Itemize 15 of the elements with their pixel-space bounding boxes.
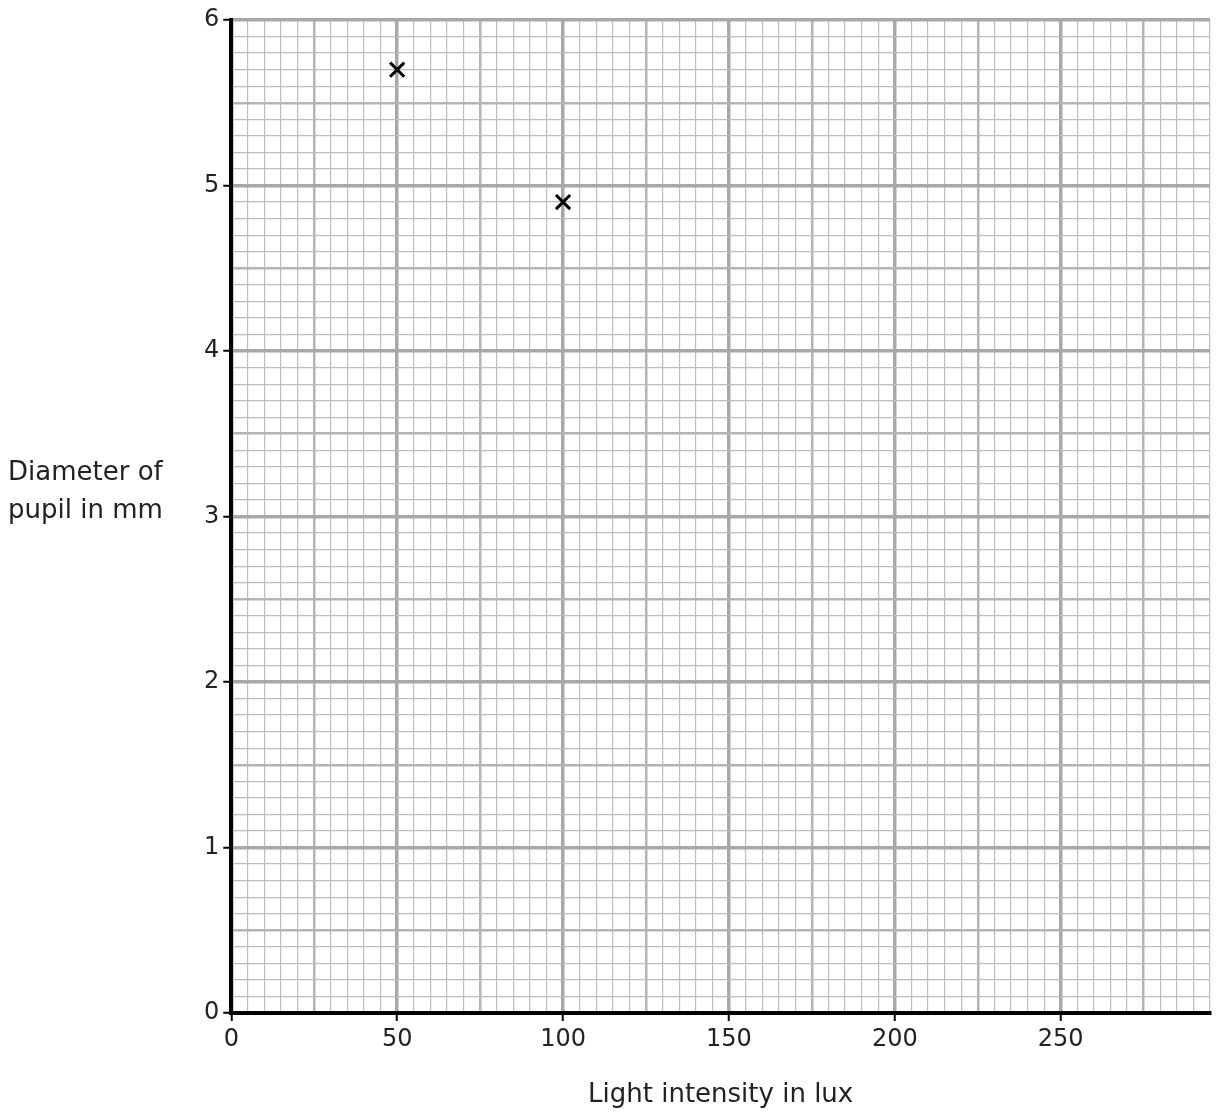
x-axis-title: Light intensity in lux	[588, 1078, 854, 1109]
y-tick-label: 5	[203, 169, 220, 198]
y-axis-title: Diameter of pupil in mm	[8, 455, 165, 526]
x-tick-label: 250	[1037, 1023, 1084, 1052]
y-tick-label: 2	[203, 666, 220, 695]
y-tick-label: 3	[203, 500, 220, 529]
x-tick-label: 200	[871, 1023, 918, 1052]
x-tick-label: 50	[381, 1023, 413, 1052]
x-tick-label: 100	[540, 1023, 586, 1052]
y-tick-label: 6	[203, 4, 220, 33]
y-tick-label: 4	[203, 335, 220, 364]
y-tick-label: 1	[203, 831, 220, 860]
y-tick-label: 0	[203, 997, 220, 1026]
x-tick-label: 150	[706, 1023, 752, 1052]
x-tick-label: 0	[223, 1023, 239, 1052]
